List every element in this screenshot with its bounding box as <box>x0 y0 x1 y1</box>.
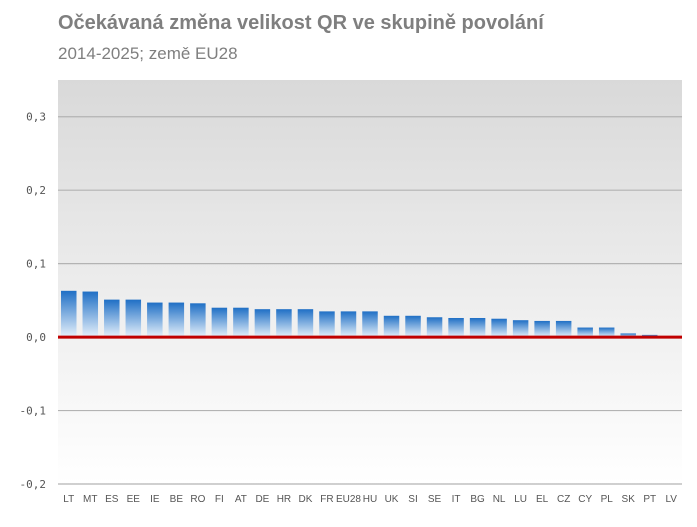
bar <box>319 311 335 338</box>
bar <box>426 317 443 338</box>
x-tick-label: EE <box>127 494 141 505</box>
x-tick-label: PL <box>601 494 614 505</box>
x-tick-label: LU <box>514 494 527 505</box>
bar <box>405 315 421 338</box>
chart-subtitle: 2014-2025; země EU28 <box>58 44 238 63</box>
x-tick-label: CZ <box>557 494 570 505</box>
bar <box>211 307 228 338</box>
bar <box>61 290 77 338</box>
x-tick-label: LT <box>63 494 74 505</box>
x-tick-label: EL <box>536 494 549 505</box>
bar <box>620 333 636 338</box>
bar <box>448 317 464 338</box>
x-tick-label: IT <box>452 494 461 505</box>
bar <box>340 311 357 338</box>
x-tick-label: HR <box>277 494 291 505</box>
bar <box>534 320 550 338</box>
x-tick-label: IE <box>150 494 160 505</box>
y-tick-label: 0,1 <box>26 258 46 271</box>
bar <box>491 318 507 338</box>
x-tick-label: SK <box>622 494 636 505</box>
y-tick-label: 0,0 <box>26 331 46 344</box>
x-tick-label: HU <box>363 494 377 505</box>
x-tick-label: LV <box>665 494 677 505</box>
bar <box>147 302 163 338</box>
bar <box>555 320 572 338</box>
bar <box>297 309 314 338</box>
x-tick-label: DE <box>255 494 269 505</box>
bar <box>168 302 185 338</box>
x-tick-label: AT <box>235 494 247 505</box>
bar <box>233 307 249 338</box>
x-tick-label: DK <box>298 494 312 505</box>
bars <box>61 290 658 338</box>
x-tick-label: SI <box>408 494 417 505</box>
x-tick-label: BE <box>170 494 184 505</box>
chart-title: Očekávaná změna velikost QR ve skupině p… <box>58 12 544 34</box>
x-axis: LT MT ES EE IE BE RO FI AT DE HR DK FR EU28 HU UK SI SE IT… <box>63 494 677 505</box>
bar <box>276 309 292 338</box>
bar <box>82 291 99 338</box>
x-tick-label: FI <box>215 494 224 505</box>
y-tick-label: -0,1 <box>20 405 47 418</box>
bar <box>254 309 271 338</box>
y-tick-label: -0,2 <box>20 478 47 491</box>
bar <box>190 303 206 338</box>
x-tick-label: CY <box>578 494 592 505</box>
bar <box>512 320 529 338</box>
y-axis: 0,3 0,2 0,1 0,0 -0,1 -0,2 <box>20 111 47 491</box>
bar <box>104 299 120 338</box>
x-tick-label: NL <box>493 494 506 505</box>
bar <box>469 317 486 338</box>
bar <box>362 311 378 338</box>
bar <box>125 299 142 338</box>
bar <box>577 327 593 338</box>
x-tick-label: RO <box>190 494 205 505</box>
bar <box>383 315 400 338</box>
x-tick-label: BG <box>470 494 485 505</box>
x-tick-label: MT <box>83 494 97 505</box>
plot-area <box>58 80 682 484</box>
y-tick-label: 0,3 <box>26 111 46 124</box>
x-tick-label: FR <box>320 494 333 505</box>
gridlines <box>58 116 682 485</box>
x-tick-label: ES <box>105 494 119 505</box>
x-tick-label: PT <box>643 494 656 505</box>
x-tick-label: SE <box>428 494 442 505</box>
bar <box>598 327 615 338</box>
y-tick-label: 0,2 <box>26 184 46 197</box>
x-tick-label: UK <box>385 494 399 505</box>
x-tick-label: EU28 <box>336 494 361 505</box>
